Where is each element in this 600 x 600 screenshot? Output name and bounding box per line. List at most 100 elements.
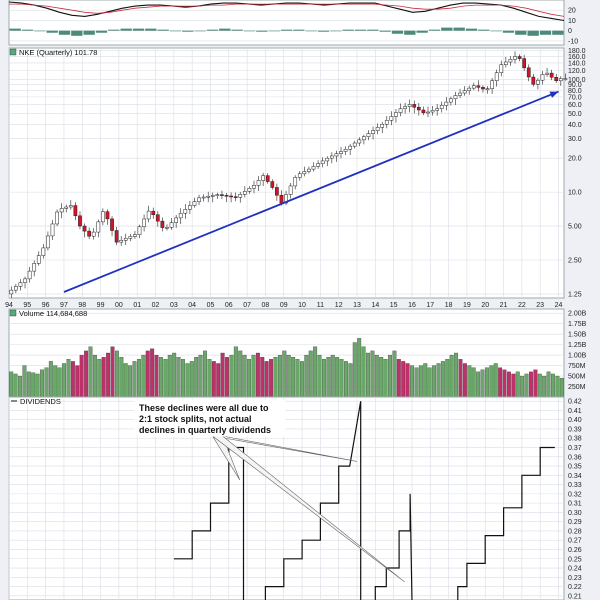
dividend-tick-label: 0.38 (568, 436, 582, 443)
dividend-tick-label: 0.27 (568, 538, 582, 545)
year-tick-label: 22 (518, 302, 526, 309)
volume-bar (489, 365, 494, 398)
volume-bar (304, 354, 309, 398)
price-candle (307, 168, 311, 172)
price-candle (55, 211, 59, 225)
year-tick-label: 99 (97, 302, 105, 309)
oscillator-histogram-bar (157, 29, 169, 31)
dividend-tick-label: 0.23 (568, 575, 582, 582)
volume-bar (392, 350, 397, 398)
volume-tick-label: 2.00B (568, 311, 587, 318)
price-candle (316, 163, 320, 167)
price-candle (87, 230, 91, 237)
dividend-tick-label: 0.22 (568, 584, 582, 591)
price-tick-label: 160.0 (568, 54, 586, 61)
price-panel (8, 47, 565, 299)
year-tick-label: 21 (500, 302, 508, 309)
volume-bar (57, 367, 62, 398)
price-candle (265, 175, 270, 182)
volume-tick-label: 1.50B (568, 332, 587, 339)
price-candle (105, 211, 110, 220)
price-candle (545, 72, 549, 75)
price-candle (201, 196, 206, 199)
price-tick-label: 5.00 (568, 224, 582, 231)
price-candle (536, 79, 540, 85)
volume-bar (506, 371, 511, 398)
oscillator-histogram-bar (9, 28, 21, 31)
price-candle (288, 185, 293, 195)
price-candle (64, 206, 69, 209)
price-candle (128, 236, 133, 239)
oscillator-histogram-bar (108, 29, 120, 31)
volume-bar (291, 357, 296, 398)
volume-bar (128, 365, 133, 398)
oscillator-histogram-bar (404, 30, 416, 35)
price-candle (348, 145, 353, 150)
volume-bar (330, 354, 335, 398)
volume-bar (559, 377, 564, 398)
oscillator-tick-label: 10 (568, 18, 576, 25)
volume-bar (401, 361, 406, 398)
oscillator-histogram-bar (145, 28, 157, 31)
price-candle (238, 194, 243, 198)
year-tick-label: 11 (317, 302, 324, 309)
volume-bar (132, 361, 137, 398)
price-candle (508, 59, 513, 63)
volume-tick-label: 1.75B (568, 321, 587, 328)
volume-bar (176, 357, 181, 398)
volume-bar (31, 372, 36, 398)
volume-bar (229, 354, 234, 398)
oscillator-histogram-bar (83, 30, 95, 35)
dividend-tick-label: 0.39 (568, 426, 582, 433)
volume-bar (163, 359, 168, 398)
volume-bar (35, 373, 40, 398)
price-candle (32, 263, 37, 272)
volume-bar (255, 352, 260, 398)
volume-bar (366, 352, 370, 398)
price-candle (146, 210, 151, 220)
oscillator-histogram-bar (293, 29, 305, 31)
dividend-tick-label: 0.36 (568, 454, 582, 461)
volume-header-title: Volume 114,684,688 (19, 309, 87, 318)
price-candle (96, 221, 101, 233)
price-candle (499, 64, 504, 73)
volume-bar (44, 367, 49, 398)
price-candle (357, 139, 362, 144)
volume-bar (18, 375, 22, 398)
oscillator-histogram-bar (354, 29, 367, 31)
dividend-tick-label: 0.29 (568, 519, 582, 526)
price-candle (151, 210, 156, 215)
oscillator-histogram-bar (71, 30, 83, 36)
volume-bar (110, 346, 115, 398)
price-candle (531, 76, 536, 85)
price-tick-label: 90.0 (568, 82, 582, 89)
volume-bar (484, 367, 489, 398)
dividend-tick-label: 0.34 (568, 473, 582, 480)
price-candle (155, 214, 160, 222)
price-candle (192, 201, 197, 206)
price-tick-label: 30.0 (568, 136, 582, 143)
price-candle (27, 270, 32, 280)
price-candle (380, 124, 385, 128)
volume-bar (339, 359, 344, 398)
price-candle (114, 230, 119, 243)
price-tick-label: 100.0 (568, 77, 586, 84)
volume-bar (277, 354, 282, 398)
volume-bar (493, 363, 498, 398)
price-candle (275, 187, 279, 196)
year-tick-label: 12 (335, 302, 343, 309)
price-candle (311, 166, 316, 170)
oscillator-histogram-bar (317, 30, 330, 32)
price-candle (82, 225, 87, 232)
price-candle (279, 195, 284, 204)
volume-bar (454, 352, 459, 398)
volume-bar (326, 357, 331, 398)
price-candle (78, 215, 82, 227)
oscillator-histogram-bar (231, 29, 243, 31)
volume-bar (247, 359, 252, 398)
price-candle (68, 205, 73, 208)
volume-bar (396, 359, 401, 398)
volume-bar (40, 369, 44, 398)
price-candle (421, 109, 426, 114)
oscillator-histogram-bar (428, 29, 441, 31)
